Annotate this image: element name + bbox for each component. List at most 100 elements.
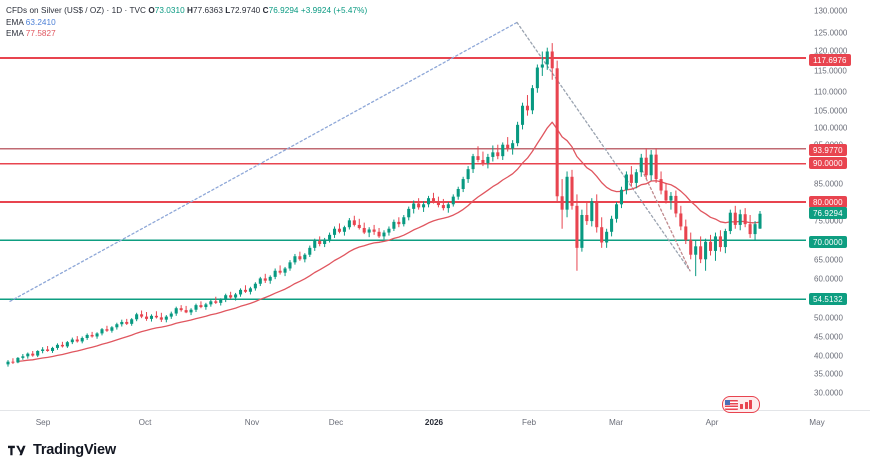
candle-body [417,203,421,208]
candle-body [328,234,332,240]
candle [214,296,218,304]
candle-body [713,236,718,251]
candle-body [600,227,604,243]
candle-body [659,179,663,191]
candle [229,291,233,300]
candle-body [520,105,525,125]
candle-body [486,156,490,164]
candle [422,201,426,212]
candle [154,311,158,319]
tradingview-logo-icon[interactable] [8,444,27,457]
candle-body [229,295,233,298]
candle-body [347,220,351,228]
candle [713,232,718,261]
ema-fast-line[interactable] [17,121,761,363]
candle-body [248,288,252,292]
chart-plot-area[interactable] [0,0,806,410]
price-level-label[interactable]: 54.5132 [809,293,847,305]
candle [456,186,460,200]
trendline[interactable] [639,165,691,272]
brand-name: TradingView [33,442,116,458]
candle [75,336,79,343]
trendline[interactable] [516,21,691,272]
candle [140,310,144,319]
candle [555,60,559,202]
candle-body [184,310,188,313]
candle-body [669,195,673,201]
candle [253,282,257,291]
candle-body [699,246,703,260]
candle [293,253,297,265]
candle [614,202,619,223]
candle-body [189,309,193,313]
candle [337,223,342,234]
candle-body [209,301,213,305]
price-level-label[interactable]: 117.6976 [809,54,851,66]
candle-body [140,314,144,317]
price-axis-tick: 115.0000 [814,66,847,76]
candle [426,195,431,208]
candle [535,64,539,93]
candle-body [565,176,569,210]
candle-body [530,88,534,111]
candle-body [595,201,599,228]
price-level-label[interactable]: 93.9770 [809,144,847,156]
candle-body [426,198,431,205]
candle [85,333,89,340]
candle-body [154,315,158,318]
candle-body [26,353,30,357]
candle-body [723,231,727,248]
candle [31,350,35,357]
candle-body [283,268,287,273]
price-axis[interactable]: 130.0000 125.0000 120.0000 115.0000 110.0000… [806,0,870,410]
candle [654,148,658,183]
candles-group [6,43,762,367]
candle-body [674,195,678,214]
candle-body [169,313,173,317]
current-price-label[interactable]: 76.9294 [809,207,847,219]
candle-body [234,294,238,298]
candle [130,318,134,326]
candle [441,198,445,211]
price-level-label[interactable]: 70.0000 [809,236,847,248]
candle [525,95,530,116]
candle-body [511,143,515,149]
candle [570,169,574,210]
candle-body [456,189,460,197]
trendline[interactable] [9,21,518,302]
candle-body [332,228,337,235]
candle [16,357,20,364]
candle-body [55,344,60,348]
candle [451,194,455,207]
candle [283,266,287,277]
price-level-label[interactable]: 80.0000 [809,196,847,208]
candle [60,341,64,348]
candle-body [238,289,243,295]
price-level-label[interactable]: 90.0000 [809,157,847,169]
candle [540,51,544,76]
candle [758,211,762,229]
candle [704,238,708,271]
candle [565,171,569,218]
candle [530,85,534,115]
us-economic-event-icon[interactable] [722,396,760,413]
candle-body [243,289,248,292]
time-axis[interactable]: Sep Oct Nov Dec 2026 Feb Mar Apr May [0,410,870,437]
candle-body [535,67,539,89]
us-flag-icon [724,399,738,410]
candle-body [85,334,89,338]
candle [689,232,693,260]
candle-body [130,319,134,324]
candle [367,227,371,238]
candle [362,222,366,235]
time-axis-tick: Nov [244,418,260,427]
candle [446,202,450,213]
candle [748,214,752,238]
candle [21,354,25,360]
candle-body [362,227,366,233]
candle [520,102,525,130]
candle [149,314,154,322]
candle-body [100,329,104,334]
candle-body [471,156,475,170]
candle [664,182,668,204]
